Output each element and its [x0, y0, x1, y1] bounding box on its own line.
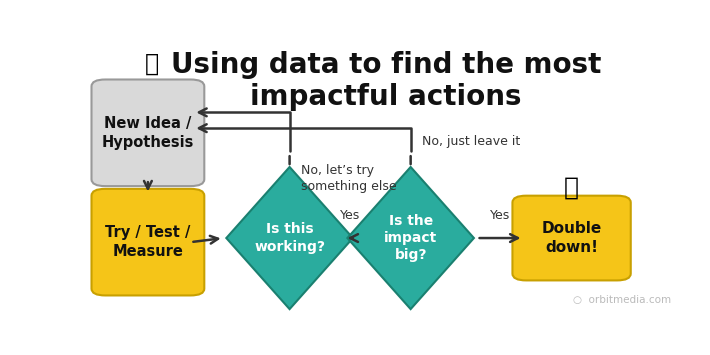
- Text: No, let’s try
something else: No, let’s try something else: [300, 164, 396, 193]
- Text: No, just leave it: No, just leave it: [422, 135, 520, 148]
- FancyBboxPatch shape: [513, 196, 630, 280]
- Text: New Idea /
Hypothesis: New Idea / Hypothesis: [102, 116, 194, 149]
- FancyBboxPatch shape: [92, 80, 204, 186]
- Text: Is this
working?: Is this working?: [254, 222, 325, 254]
- Text: Try / Test /
Measure: Try / Test / Measure: [105, 225, 190, 259]
- Polygon shape: [347, 167, 474, 309]
- Text: ○  orbitmedia.com: ○ orbitmedia.com: [573, 295, 671, 305]
- Text: Using data to find the most
impactful actions: Using data to find the most impactful ac…: [170, 51, 601, 111]
- Polygon shape: [226, 167, 353, 309]
- Text: Double
down!: Double down!: [542, 221, 601, 255]
- Text: Yes: Yes: [340, 209, 360, 222]
- Text: Is the
impact
big?: Is the impact big?: [384, 214, 437, 262]
- FancyBboxPatch shape: [92, 189, 204, 295]
- Text: 💡: 💡: [145, 51, 159, 75]
- Text: 🦄: 🦄: [564, 176, 579, 200]
- Text: Yes: Yes: [490, 209, 510, 222]
